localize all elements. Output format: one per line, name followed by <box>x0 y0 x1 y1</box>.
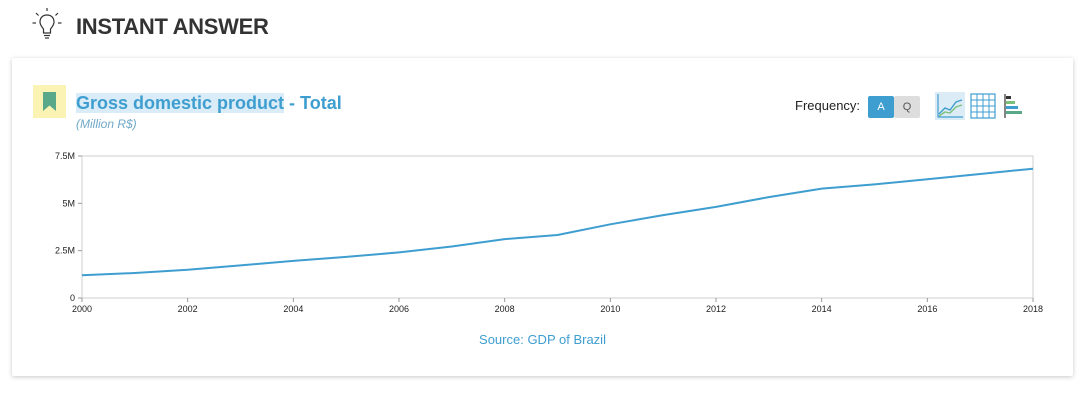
lightbulb-icon <box>32 8 62 39</box>
series-title-rest: - Total <box>284 93 342 113</box>
x-tick-label: 2012 <box>706 304 726 314</box>
instant-answer-header: INSTANT ANSWER <box>0 0 1091 56</box>
x-tick-label: 2014 <box>812 304 832 314</box>
bookmark-icon <box>43 92 56 111</box>
page-title: INSTANT ANSWER <box>76 14 269 39</box>
y-tick-label: 5M <box>62 198 75 208</box>
x-tick-label: 2000 <box>72 304 92 314</box>
series-unit: (Million R$) <box>76 117 137 131</box>
line-chart-icon[interactable] <box>935 92 965 120</box>
series-line-0 <box>81 167 1034 277</box>
y-tick-label: 2.5M <box>55 246 75 256</box>
table-view-icon[interactable] <box>969 92 997 120</box>
frequency-quarterly-button[interactable]: Q <box>894 96 920 118</box>
bookmark-button[interactable] <box>33 85 66 118</box>
x-tick-label: 2018 <box>1023 304 1043 314</box>
x-tick-label: 2010 <box>600 304 620 314</box>
source-link[interactable]: Source: GDP of Brazil <box>479 332 606 347</box>
x-tick-label: 2002 <box>178 304 198 314</box>
x-tick-label: 2008 <box>495 304 515 314</box>
y-tick-label: 0 <box>70 293 75 303</box>
x-tick-label: 2004 <box>283 304 303 314</box>
gdp-line-chart: 0 2.5M 5M 7.5M 2000 2002 2004 2006 2008 2010 2012 2… <box>55 151 1043 314</box>
series-title-main: Gross domestic product <box>76 93 285 113</box>
y-tick-label: 7.5M <box>55 151 75 161</box>
plot-area-frame <box>81 155 1034 299</box>
series-title-link[interactable]: Gross domestic product - Total <box>76 93 342 114</box>
frequency-label: Frequency: <box>795 98 861 113</box>
x-tick-label: 2016 <box>917 304 937 314</box>
x-tick-label: 2006 <box>389 304 409 314</box>
frequency-annual-button[interactable]: A <box>868 96 894 118</box>
answer-card: Gross domestic product - Total (Million … <box>12 58 1073 376</box>
bar-chart-icon[interactable] <box>1001 92 1031 120</box>
